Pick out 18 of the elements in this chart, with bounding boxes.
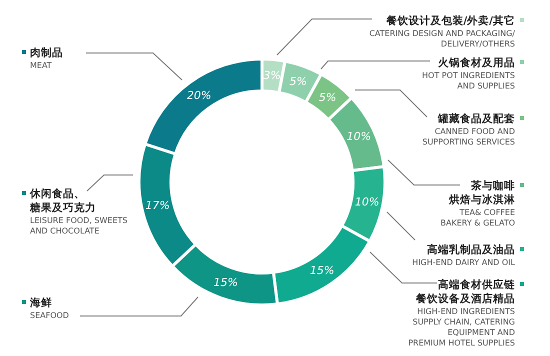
data-label: 10% bbox=[346, 130, 372, 143]
data-label: 3% bbox=[263, 68, 281, 82]
data-label: 20% bbox=[186, 88, 212, 102]
legend-label: 高端食材供应链餐饮设备及酒店精品 HIGH-END INGREDIENTS SUPPLY CHAIN, CATERING EQUIPMENT AND PREMIUM HOTEL SUPPLIES bbox=[408, 278, 516, 348]
data-label: 15% bbox=[310, 264, 334, 277]
slice-label: 休闲食品、糖果及巧克力 LEISURE FOOD, SWEETS AND CHOCOLATE bbox=[29, 187, 128, 236]
data-label: 10% bbox=[354, 196, 380, 209]
slice-label: 肉制品 MEAT bbox=[30, 46, 63, 70]
data-label: 5% bbox=[318, 90, 336, 104]
slice-label: 海鲜 SEAFOOD bbox=[29, 296, 69, 320]
data-label: 17% bbox=[145, 198, 170, 212]
legend-label: 高端乳制品及油品 HIGH-END DAIRY AND OIL bbox=[412, 243, 516, 267]
legend-label: 餐饮设计及包装/外卖/其它 CATERING DESIGN AND PACKAGING/ DELIVERY/OTHERS bbox=[369, 14, 516, 48]
legend-label: 茶与咖啡烘焙与冰淇淋 TEA& COFFEE BAKERY & GELATO bbox=[440, 179, 516, 228]
legend-label: 罐藏食品及配套 CANNED FOOD AND SUPPORTING SERVICES bbox=[422, 112, 515, 146]
data-label: 5% bbox=[290, 74, 307, 88]
data-label: 15% bbox=[214, 276, 238, 290]
legend-label: 火锅食材及用品 HOT POT INGREDIENTS AND SUPPLIES bbox=[422, 56, 515, 90]
